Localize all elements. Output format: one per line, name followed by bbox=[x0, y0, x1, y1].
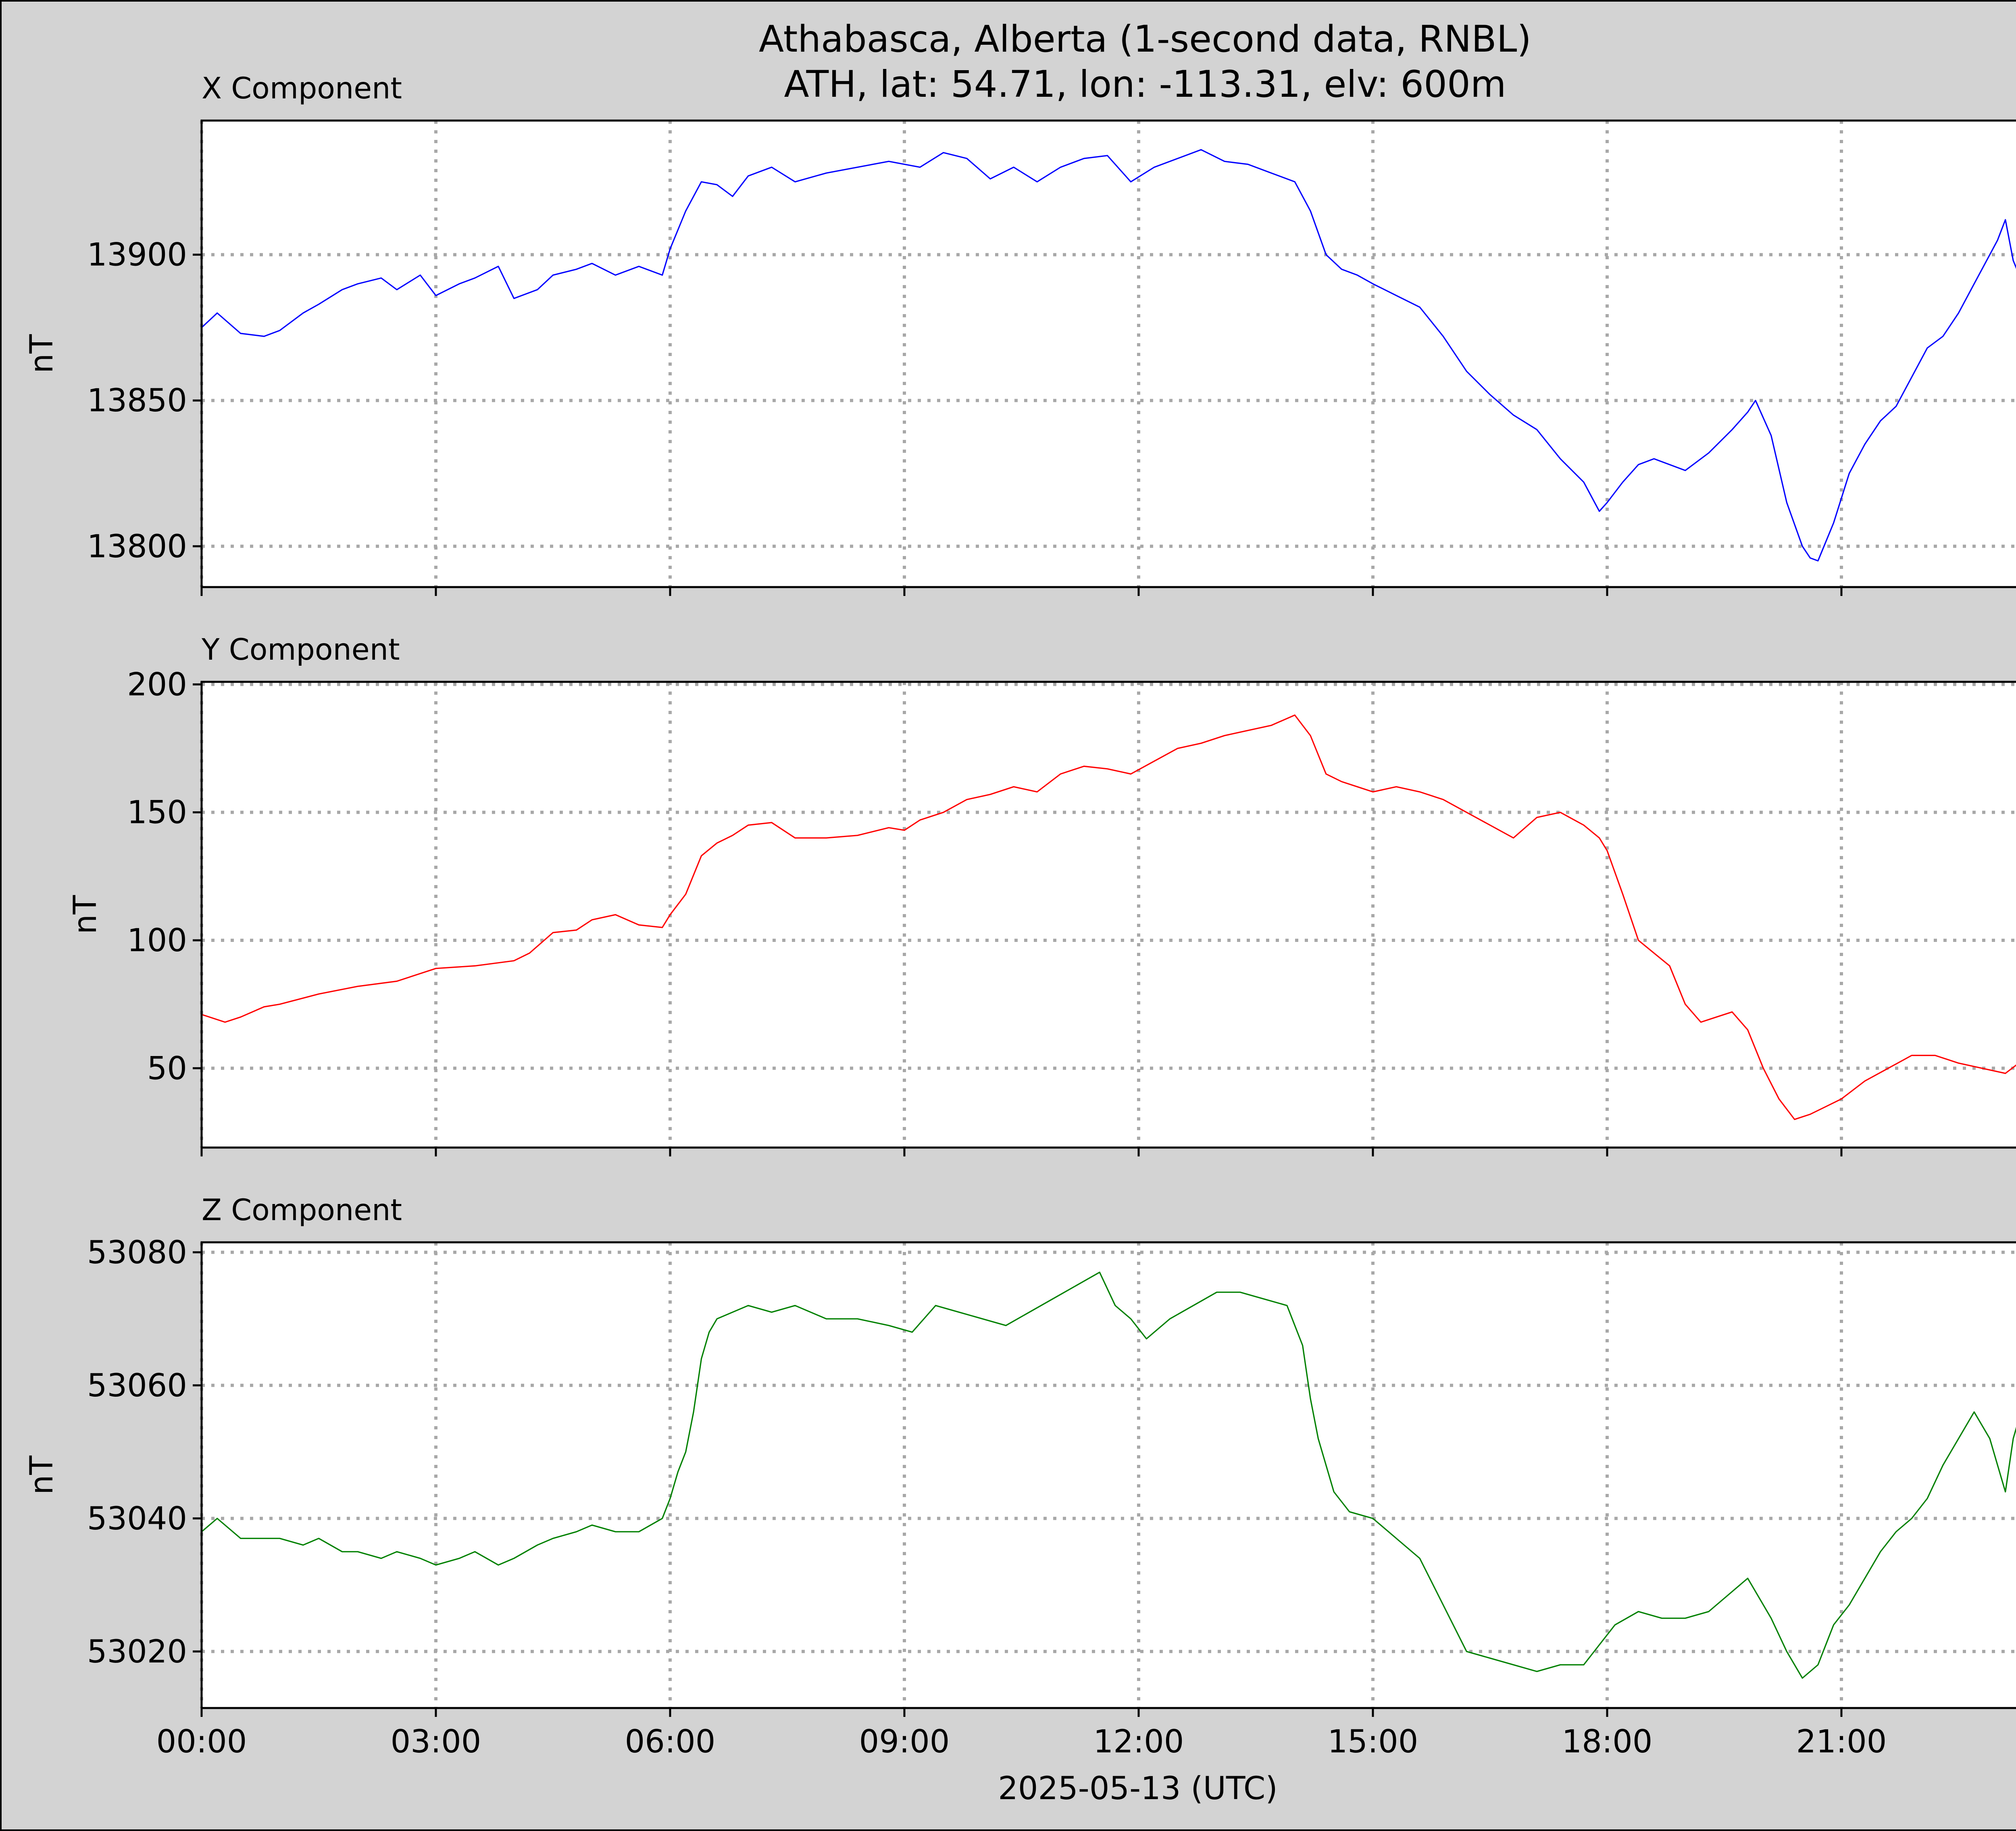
x-component-series-line bbox=[201, 149, 2016, 562]
panels: 13800 13850 13900 X Component nT 50 100 150 200 Y… bbox=[24, 71, 2016, 1760]
x-axis-label: 2025-05-13 (UTC) bbox=[998, 1771, 1278, 1807]
x-tick-label: 21:00 bbox=[1796, 1724, 1887, 1760]
x-component-panel: 13800 13850 13900 X Component nT bbox=[24, 71, 2016, 596]
x-tick-label: 09:00 bbox=[859, 1724, 950, 1760]
y-tick-label: 53060 bbox=[87, 1368, 187, 1404]
y-component-panel: 50 100 150 200 Y Component nT bbox=[67, 633, 2016, 1156]
z-component-ylabel: nT bbox=[24, 1456, 60, 1495]
y-component-title: Y Component bbox=[201, 633, 400, 667]
x-tick-label: 15:00 bbox=[1328, 1724, 1418, 1760]
y-tick-label: 13800 bbox=[87, 529, 187, 565]
y-component-ylabel: nT bbox=[67, 895, 104, 934]
x-component-ylabel: nT bbox=[24, 334, 60, 373]
x-tick-label: 03:00 bbox=[391, 1724, 481, 1760]
x-component-plot-area bbox=[202, 121, 2016, 587]
y-tick-label: 53080 bbox=[87, 1235, 187, 1271]
x-tick-label: 12:00 bbox=[1093, 1724, 1184, 1760]
y-tick-label: 200 bbox=[127, 667, 187, 703]
figure-title-line1: Athabasca, Alberta (1-second data, RNBL) bbox=[759, 18, 1531, 60]
y-tick-label: 53020 bbox=[87, 1634, 187, 1670]
y-tick-label: 100 bbox=[127, 923, 187, 959]
y-component-series-line bbox=[201, 714, 2016, 1120]
y-component-plot-area bbox=[202, 682, 2016, 1148]
z-component-panel: 53020 53040 53060 53080 00:00 03:00 06:00 09:00… bbox=[24, 1193, 2016, 1760]
y-tick-label: 53040 bbox=[87, 1501, 187, 1537]
figure-title-line2: ATH, lat: 54.71, lon: -113.31, elv: 600m bbox=[784, 63, 1506, 106]
y-tick-label: 150 bbox=[127, 795, 187, 831]
z-component-plot-area bbox=[202, 1242, 2016, 1708]
z-component-title: Z Component bbox=[202, 1193, 402, 1227]
x-tick-label: 18:00 bbox=[1562, 1724, 1653, 1760]
x-tick-label: 00:00 bbox=[156, 1724, 247, 1760]
z-component-series-line bbox=[201, 1271, 2016, 1679]
y-tick-label: 13850 bbox=[87, 383, 187, 419]
x-component-title: X Component bbox=[202, 71, 402, 106]
y-tick-label: 13900 bbox=[87, 237, 187, 273]
y-tick-label: 50 bbox=[147, 1050, 187, 1087]
x-tick-label: 06:00 bbox=[625, 1724, 716, 1760]
